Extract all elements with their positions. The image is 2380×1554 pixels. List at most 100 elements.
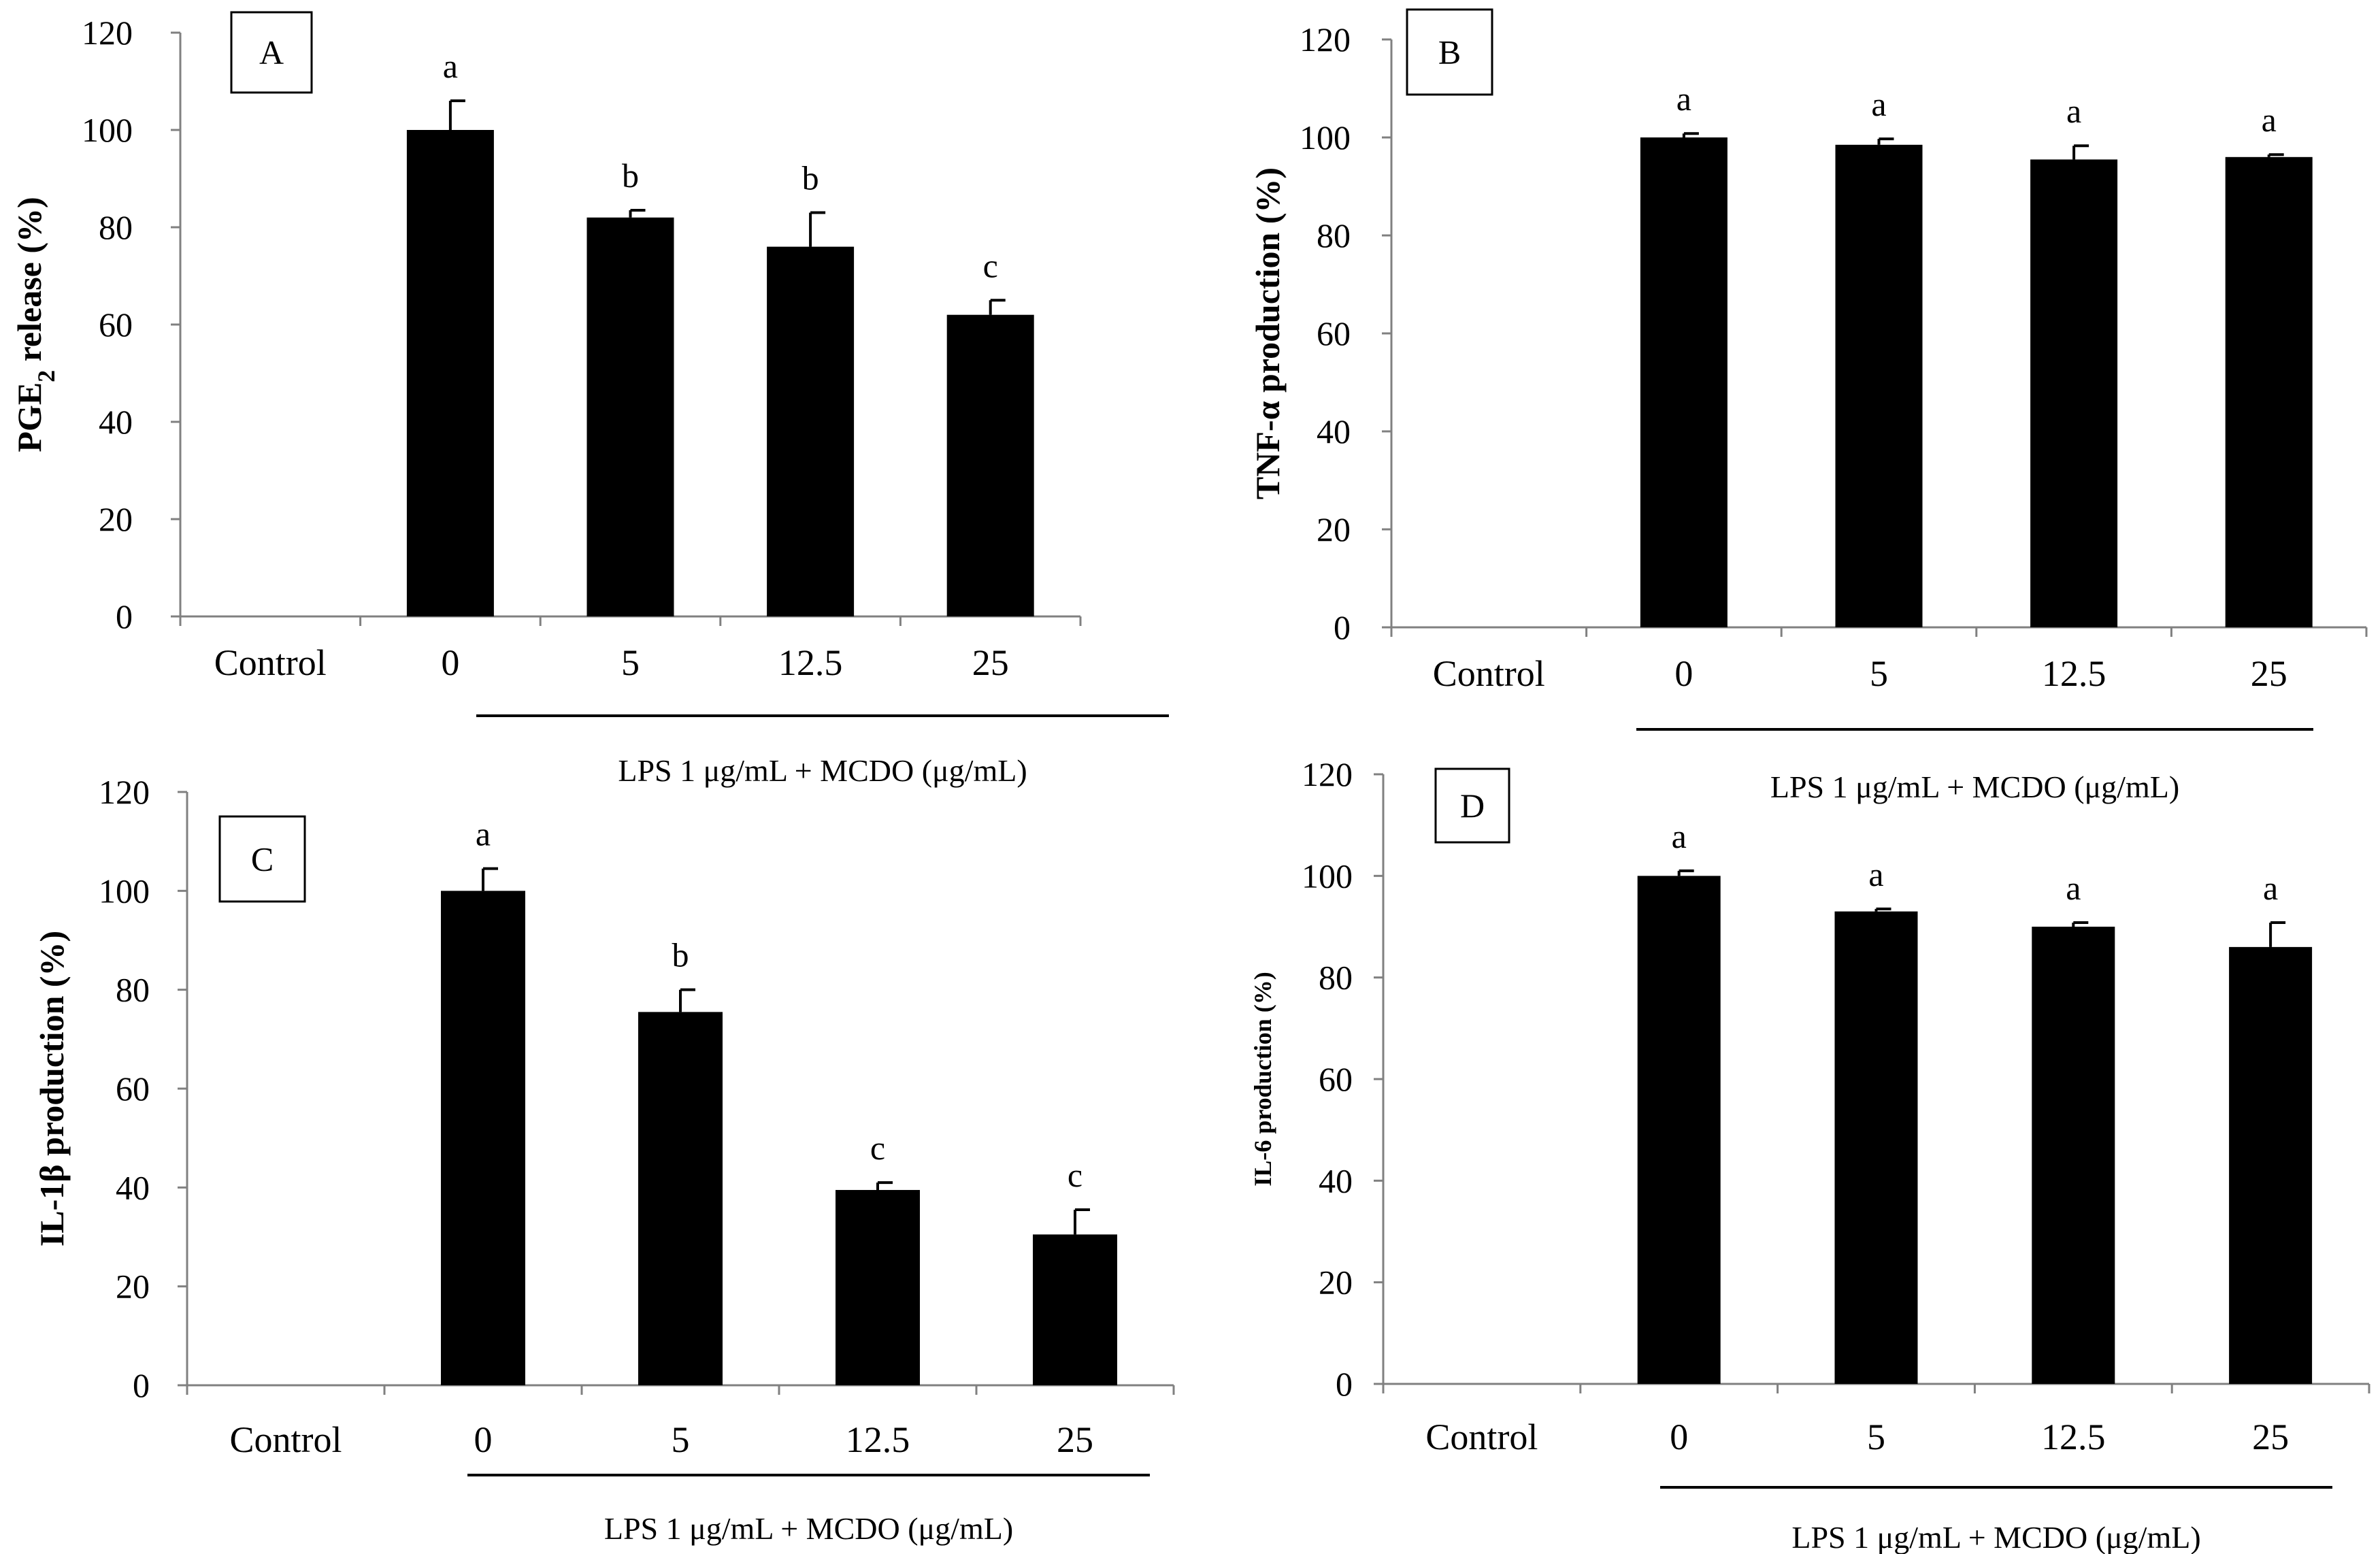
- y-tick-label: 80: [116, 971, 150, 1009]
- y-axis-label: IL-1β production (%): [33, 931, 71, 1246]
- bar: [1637, 876, 1721, 1384]
- significance-letter: a: [1868, 855, 1883, 893]
- category-label: 5: [672, 1419, 690, 1460]
- panel-label-box: [1434, 767, 1510, 844]
- bar: [638, 1012, 723, 1385]
- y-axis-label-rest: release (%): [10, 197, 48, 370]
- y-tick-label: 120: [1302, 755, 1353, 793]
- panel-b: 0 20 40 60 80 100 120 Control 0 a 5 a 12.5 a 25 a B TNF-α…: [1249, 8, 2368, 804]
- bar: [441, 891, 525, 1385]
- category-label: 0: [474, 1419, 493, 1460]
- y-tick-label: 40: [116, 1168, 150, 1206]
- y-tick-label: 120: [99, 773, 150, 811]
- group-label: LPS 1 μg/mL + MCDO (μg/mL): [604, 1511, 1013, 1546]
- y-tick-label: 100: [82, 111, 133, 149]
- significance-letter: a: [2066, 92, 2081, 130]
- y-tick-label: 20: [99, 500, 133, 538]
- category-label: 5: [1870, 653, 1888, 694]
- bar: [2229, 946, 2313, 1384]
- y-tick-label: 80: [1317, 216, 1351, 254]
- y-axis-label: IL-6 production (%): [1249, 972, 1276, 1186]
- bar: [767, 246, 855, 617]
- significance-letter: b: [802, 159, 819, 197]
- category-label: Control: [229, 1419, 342, 1460]
- significance-letter: a: [1676, 80, 1691, 118]
- category-label: 25: [972, 642, 1009, 683]
- significance-letter: a: [2066, 869, 2081, 907]
- panel-c: 0 20 40 60 80 100 120 Control 0 a 5 b 12.5 c 25 c C IL-1β…: [33, 773, 1175, 1546]
- category-label: Control: [1425, 1417, 1538, 1457]
- significance-letter: a: [2263, 869, 2278, 907]
- y-tick-label: 60: [1317, 314, 1351, 352]
- category-label: 25: [2252, 1417, 2289, 1457]
- y-tick-label: 20: [1317, 510, 1351, 548]
- panel-a: 0 20 40 60 80 100 120 Control 0 a 5 b 12.5 b 25 c A PGE2 …: [10, 11, 1169, 788]
- bar: [2032, 927, 2115, 1384]
- y-tick-label: 0: [1334, 608, 1351, 646]
- bar: [2225, 156, 2313, 628]
- significance-letter: a: [1871, 85, 1886, 123]
- y-tick-label: 120: [82, 14, 133, 52]
- significance-letter: a: [1672, 817, 1687, 855]
- category-label: 0: [1674, 653, 1693, 694]
- y-tick-label: 40: [1317, 412, 1351, 450]
- y-axis-label-subscript: 2: [33, 370, 60, 382]
- panel-label-box: [218, 815, 306, 903]
- y-tick-label: 20: [116, 1268, 150, 1306]
- category-label: 25: [1057, 1419, 1093, 1460]
- y-tick-label: 40: [99, 403, 133, 441]
- y-tick-label: 100: [99, 872, 150, 910]
- bar: [836, 1189, 920, 1385]
- y-tick-label: 0: [133, 1366, 150, 1404]
- bar: [586, 217, 674, 616]
- category-label: Control: [1433, 653, 1545, 694]
- y-tick-label: 60: [1319, 1060, 1353, 1098]
- significance-letter: a: [443, 47, 458, 85]
- group-label: LPS 1 μg/mL + MCDO (μg/mL): [1770, 770, 2179, 804]
- category-label: 5: [621, 642, 640, 683]
- y-tick-label: 0: [116, 597, 133, 635]
- bar: [1834, 911, 1918, 1384]
- y-tick-label: 100: [1302, 857, 1353, 895]
- bar: [1640, 137, 1728, 627]
- bar: [946, 314, 1034, 616]
- significance-letter: b: [622, 156, 639, 195]
- category-label: 12.5: [2041, 1417, 2106, 1457]
- panel-label: A: [259, 33, 284, 71]
- panel-label: B: [1438, 33, 1461, 71]
- category-label: 5: [1867, 1417, 1885, 1457]
- panel-label: D: [1460, 787, 1485, 825]
- panel-label-box: [1406, 8, 1493, 96]
- category-label: 25: [2251, 653, 2287, 694]
- significance-letter: a: [476, 815, 491, 853]
- significance-letter: c: [983, 246, 998, 284]
- y-tick-label: 120: [1300, 20, 1351, 59]
- y-tick-label: 100: [1300, 118, 1351, 156]
- y-tick-label: 60: [116, 1070, 150, 1108]
- group-label: LPS 1 μg/mL + MCDO (μg/mL): [618, 753, 1027, 788]
- y-tick-label: 0: [1336, 1365, 1353, 1403]
- panel-label-box: [230, 11, 313, 94]
- significance-letter: c: [870, 1129, 885, 1167]
- y-tick-label: 80: [99, 208, 133, 246]
- bar: [406, 130, 494, 616]
- category-label: Control: [214, 642, 327, 683]
- category-label: 0: [441, 642, 459, 683]
- significance-letter: b: [672, 936, 689, 974]
- significance-letter: c: [1068, 1156, 1082, 1194]
- panel-label: C: [251, 840, 274, 878]
- y-tick-label: 20: [1319, 1263, 1353, 1302]
- category-label: 12.5: [846, 1419, 910, 1460]
- group-label: LPS 1 μg/mL + MCDO (μg/mL): [1791, 1520, 2200, 1554]
- panel-d: 0 20 40 60 80 100 120 Control 0 a 5 a 12.5 a 25 a D IL-6 …: [1249, 755, 2370, 1554]
- bar: [2030, 159, 2118, 627]
- y-axis-label: PGE2 release (%): [10, 197, 60, 452]
- bar: [1033, 1234, 1117, 1385]
- y-tick-label: 80: [1319, 959, 1353, 997]
- y-axis-label: TNF-α production (%): [1249, 167, 1287, 499]
- significance-letter: a: [2262, 101, 2277, 139]
- category-label: 0: [1670, 1417, 1688, 1457]
- y-tick-label: 40: [1319, 1161, 1353, 1200]
- y-tick-label: 60: [99, 305, 133, 344]
